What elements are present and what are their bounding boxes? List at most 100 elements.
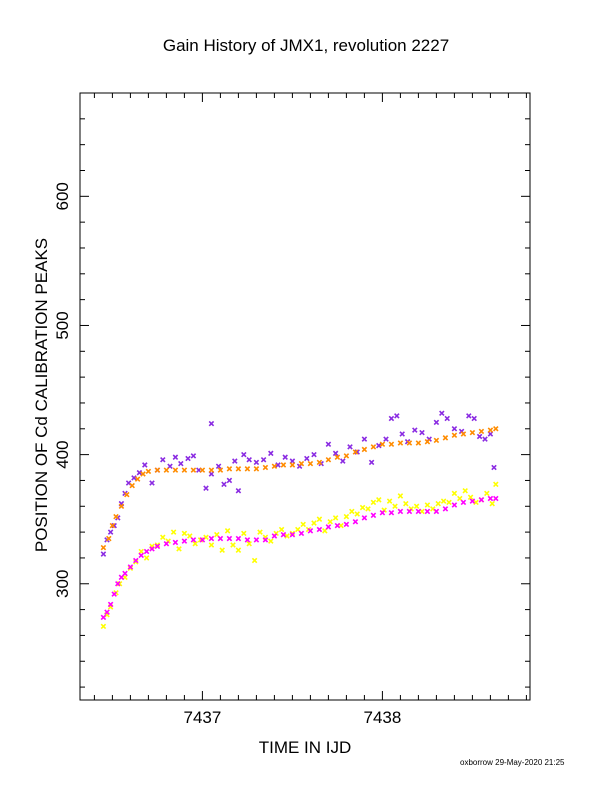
data-point	[197, 537, 204, 543]
data-point	[491, 464, 497, 471]
data-point	[133, 559, 139, 565]
data-point	[100, 614, 107, 621]
data-point	[478, 497, 485, 503]
data-point	[246, 540, 252, 547]
data-point	[298, 460, 305, 467]
data-point	[487, 427, 494, 433]
data-point	[325, 441, 332, 448]
data-point	[100, 551, 107, 557]
data-point	[476, 433, 483, 440]
data-point	[226, 466, 233, 472]
data-point	[289, 531, 296, 538]
data-point	[109, 522, 116, 529]
data-point	[383, 436, 389, 442]
data-point	[394, 413, 400, 419]
data-point	[115, 581, 121, 587]
data-point	[275, 462, 281, 468]
data-point	[214, 531, 220, 538]
footer-timestamp: oxborrow 29-May-2020 21:25	[460, 758, 565, 767]
data-point	[419, 429, 425, 436]
data-point	[107, 529, 114, 535]
data-point	[471, 415, 477, 422]
data-point	[451, 426, 458, 432]
data-point	[349, 508, 355, 515]
data-point	[493, 481, 499, 488]
data-point	[361, 515, 368, 521]
data-point	[253, 459, 260, 466]
data-point	[482, 436, 488, 442]
data-point	[361, 446, 368, 453]
data-point	[460, 431, 467, 437]
data-point	[104, 609, 110, 615]
data-point	[176, 546, 182, 552]
data-point	[160, 534, 166, 541]
data-point	[190, 453, 197, 459]
data-point	[440, 498, 447, 504]
data-point	[484, 490, 490, 497]
data-point	[262, 464, 269, 471]
data-point	[235, 547, 242, 553]
data-point	[111, 522, 117, 529]
data-point	[253, 466, 260, 472]
data-point	[379, 509, 386, 516]
data-point	[316, 459, 323, 466]
data-point	[451, 502, 458, 508]
data-point	[122, 570, 128, 577]
y-tick-label: 300	[53, 570, 72, 598]
data-point	[325, 457, 332, 463]
data-point	[304, 455, 310, 462]
data-point	[221, 481, 227, 488]
data-point	[433, 508, 440, 515]
data-point	[187, 533, 193, 539]
data-point	[462, 488, 468, 494]
data-point	[487, 495, 494, 502]
data-point	[347, 444, 353, 450]
data-point	[133, 557, 139, 564]
data-point	[167, 463, 173, 470]
plot-frame	[79, 92, 531, 701]
data-point	[190, 467, 197, 473]
data-point	[388, 441, 395, 448]
data-point	[433, 437, 440, 444]
data-point	[399, 431, 405, 437]
data-point	[170, 529, 177, 535]
data-point	[219, 547, 225, 553]
y-tick-label: 400	[53, 440, 72, 468]
data-point	[235, 466, 242, 472]
data-point	[439, 410, 445, 417]
data-point	[493, 495, 499, 502]
data-point	[327, 519, 333, 525]
data-point	[415, 508, 422, 515]
data-point	[172, 539, 179, 546]
data-point	[190, 537, 197, 543]
data-point	[113, 513, 119, 520]
data-point	[424, 508, 431, 515]
data-point	[343, 521, 350, 528]
data-point	[397, 440, 404, 446]
data-point	[178, 460, 184, 467]
data-point	[406, 508, 413, 515]
y-tick-label: 500	[53, 311, 72, 339]
data-point	[442, 506, 449, 512]
data-point	[352, 519, 359, 525]
data-point	[332, 450, 339, 457]
data-point	[118, 574, 125, 581]
data-point	[260, 457, 267, 463]
data-point	[370, 444, 377, 450]
data-point	[208, 467, 215, 473]
data-point	[203, 485, 209, 491]
data-point	[332, 515, 339, 521]
data-point	[208, 542, 215, 548]
data-point	[241, 530, 247, 537]
data-point	[111, 591, 117, 597]
data-point	[289, 530, 296, 537]
data-point	[334, 522, 341, 529]
data-point	[215, 463, 222, 470]
data-point	[322, 528, 328, 534]
data-point	[149, 480, 155, 486]
data-point	[388, 415, 395, 422]
data-point	[172, 454, 179, 460]
data-point	[246, 457, 252, 463]
data-point	[469, 498, 476, 504]
